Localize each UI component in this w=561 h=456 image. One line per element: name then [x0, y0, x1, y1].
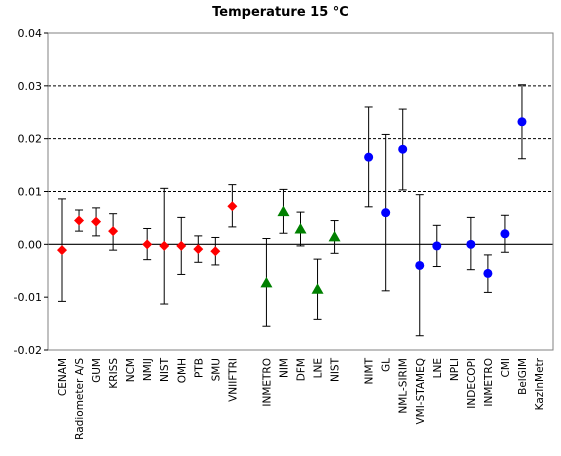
data-point-circle — [364, 152, 374, 162]
category-label: NIMT — [364, 357, 376, 384]
data-point-circle — [398, 144, 408, 154]
data-point-diamond — [159, 240, 170, 251]
category-label: NIST — [159, 357, 171, 382]
category-label: GL — [381, 358, 393, 372]
y-tick-label: 0.03 — [18, 80, 43, 93]
data-point-triangle — [294, 223, 307, 234]
data-point-diamond — [91, 216, 102, 227]
y-tick-label: -0.01 — [14, 291, 42, 304]
category-label: CENAM — [57, 358, 69, 396]
category-label: LNE — [432, 358, 444, 378]
category-label: NPLI — [449, 358, 461, 381]
axis-layer: -0.02 -0.01 0.00 0.01 0.02 0.03 0.04 — [14, 27, 554, 357]
category-label: NIM — [278, 358, 290, 378]
category-label: LNE — [313, 358, 325, 378]
data-point-diamond — [74, 215, 85, 226]
chart-title: Temperature 15 °C — [212, 5, 349, 20]
category-label: KazInMetr — [534, 357, 546, 410]
data-point-circle — [500, 229, 510, 239]
category-label: NML-SIRIM — [398, 358, 410, 414]
data-point-triangle — [328, 230, 341, 242]
y-tick-label: 0.00 — [18, 238, 43, 251]
y-tick-label: 0.01 — [18, 186, 43, 199]
category-label: VNIIFTRI — [227, 358, 239, 402]
category-label: INMETRO — [483, 358, 495, 407]
data-point-triangle — [311, 283, 324, 294]
category-label: PTB — [193, 358, 205, 378]
data-point-diamond — [193, 244, 204, 255]
errorbar-layer — [58, 84, 526, 337]
category-label: CMI — [500, 358, 512, 378]
category-label: INDECOPI — [466, 358, 478, 409]
data-point-diamond — [176, 240, 187, 251]
category-label: INMETRO — [261, 358, 273, 407]
category-label: SMU — [210, 358, 222, 381]
data-point-circle — [415, 260, 425, 270]
data-point-circle — [483, 268, 493, 278]
category-label: BelGIM — [517, 358, 529, 395]
category-label: VMI-STAMEQ — [415, 358, 427, 425]
data-point-diamond — [57, 245, 67, 256]
y-tick-label: 0.02 — [18, 133, 43, 146]
category-label: NCM — [125, 358, 137, 382]
data-point-triangle — [277, 205, 290, 217]
data-point-circle — [432, 241, 442, 251]
category-label: DFM — [296, 358, 308, 381]
data-point-diamond — [142, 239, 153, 250]
y-tick-label: 0.04 — [18, 27, 43, 40]
category-label: Radiometer A/S — [74, 358, 86, 440]
label-layer: CENAM Radiometer A/S GUM KRISS NCM NMIJ NIST OM… — [57, 357, 546, 439]
data-point-diamond — [227, 201, 238, 212]
category-label: NMIJ — [142, 358, 154, 381]
category-label: OMH — [176, 358, 188, 383]
data-point-diamond — [108, 226, 119, 237]
data-point-circle — [381, 208, 391, 218]
category-label: GUM — [91, 358, 103, 383]
category-label: NIST — [330, 357, 342, 382]
data-point-diamond — [210, 246, 221, 257]
data-point-triangle — [260, 276, 273, 288]
y-tick-label: -0.02 — [14, 344, 42, 357]
marker-layer — [57, 117, 527, 294]
data-point-circle — [517, 117, 527, 127]
category-label: KRISS — [108, 358, 120, 389]
data-point-circle — [466, 239, 476, 249]
